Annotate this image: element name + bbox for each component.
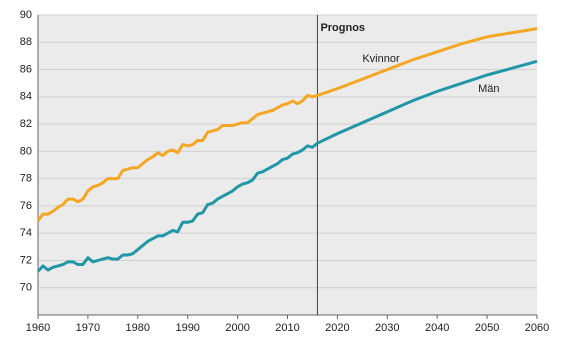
x-tick-label: 2050 (475, 322, 499, 334)
x-tick-label: 2030 (375, 322, 399, 334)
y-tick-label: 80 (20, 145, 32, 157)
x-tick-label: 2020 (325, 322, 349, 334)
x-tick-label: 2040 (425, 322, 449, 334)
y-tick-label: 74 (20, 227, 32, 239)
y-tick-label: 78 (20, 173, 32, 185)
y-tick-label: 70 (20, 282, 32, 294)
y-tick-label: 88 (20, 36, 32, 48)
x-tick-label: 1970 (76, 322, 100, 334)
series-label: Kvinnor (362, 53, 400, 65)
series-line (36, 59, 538, 273)
y-tick-label: 76 (20, 200, 32, 212)
series-line (36, 27, 538, 222)
y-tick-label: 86 (20, 63, 32, 75)
y-tick-label: 90 (20, 9, 32, 21)
y-tick-label: 82 (20, 118, 32, 130)
y-tick-label: 72 (20, 254, 32, 266)
x-tick-label: 1960 (26, 322, 50, 334)
x-tick-label: 2010 (275, 322, 299, 334)
annotation: Prognos (320, 22, 365, 34)
y-tick-label: 84 (20, 91, 32, 103)
plot-area (38, 15, 537, 315)
x-tick-label: 2000 (225, 322, 249, 334)
x-tick-label: 1980 (126, 322, 150, 334)
series-label: Män (478, 83, 499, 95)
x-tick-label: 1990 (175, 322, 199, 334)
x-tick-label: 2060 (525, 322, 549, 334)
